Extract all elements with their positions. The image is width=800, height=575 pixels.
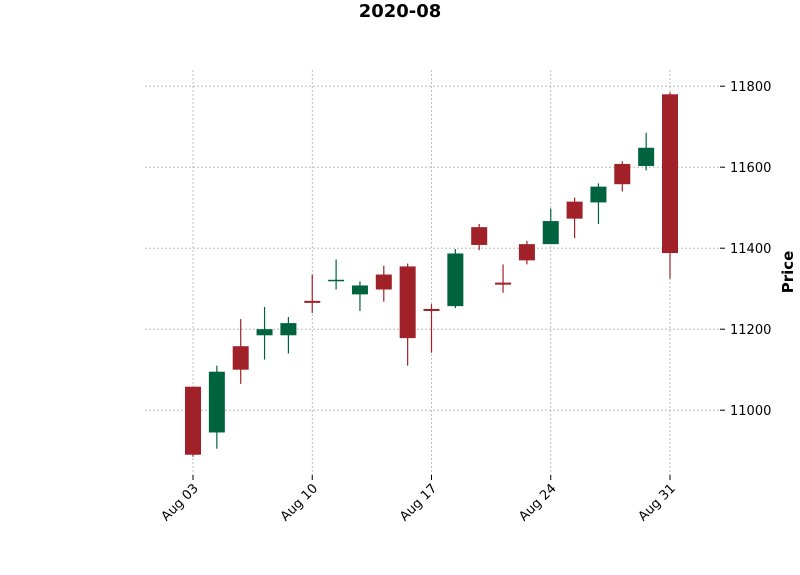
candle-body [375, 274, 392, 290]
candle [185, 386, 201, 457]
candle-body [351, 285, 368, 295]
y-tick-label: 11400 [730, 242, 771, 257]
candle [638, 132, 655, 171]
y-tick-label: 11200 [730, 323, 771, 338]
candle-body [542, 221, 559, 245]
candle [328, 259, 345, 290]
candle-body [304, 300, 321, 303]
y-axis-label: Price [779, 251, 797, 294]
y-tick-label: 11800 [730, 80, 771, 95]
candle-body [280, 323, 297, 336]
candle [304, 274, 321, 313]
candle-body [447, 253, 464, 307]
candle [662, 92, 678, 279]
candle [471, 223, 488, 251]
x-tick-label: Aug 17 [397, 481, 440, 524]
candles [185, 92, 678, 457]
candle-body [208, 371, 225, 433]
candle [423, 304, 440, 353]
candle-body [495, 282, 512, 285]
y-tick-label: 11600 [730, 161, 771, 176]
candle-body [638, 147, 655, 166]
candle [495, 264, 512, 293]
chart-title: 2020-08 [359, 1, 442, 22]
candle [351, 281, 368, 311]
candle-body [518, 244, 535, 261]
candle-body [328, 279, 345, 282]
candle-body [471, 227, 488, 245]
candle-body [614, 163, 631, 185]
y-tick-label: 11000 [730, 404, 771, 419]
x-tick-label: Aug 31 [636, 481, 679, 524]
grid [145, 70, 720, 475]
candle-body [399, 266, 416, 339]
candle [256, 306, 273, 360]
candle [590, 183, 607, 224]
candle [518, 240, 535, 265]
candle-body [590, 186, 607, 203]
x-tick-label: Aug 24 [516, 481, 559, 524]
candle-body [423, 308, 440, 311]
candle [208, 365, 225, 449]
candle [542, 208, 559, 245]
candle-body [232, 346, 249, 370]
candle-body [185, 386, 201, 455]
candle [566, 197, 583, 239]
candle [232, 319, 249, 384]
candle [447, 249, 464, 309]
candle-body [662, 94, 678, 254]
y-axis: 11000 11200 11400 11600 11800 [720, 80, 771, 419]
candle [614, 161, 631, 192]
candle [399, 263, 416, 366]
candle-body [566, 201, 583, 219]
x-axis: Aug 03 Aug 10 Aug 17 Aug 24 Aug 31 [159, 475, 679, 524]
candle-body [256, 329, 273, 336]
candle [375, 265, 392, 302]
x-tick-label: Aug 10 [278, 481, 321, 524]
candle [280, 317, 297, 354]
x-tick-label: Aug 03 [159, 481, 202, 524]
